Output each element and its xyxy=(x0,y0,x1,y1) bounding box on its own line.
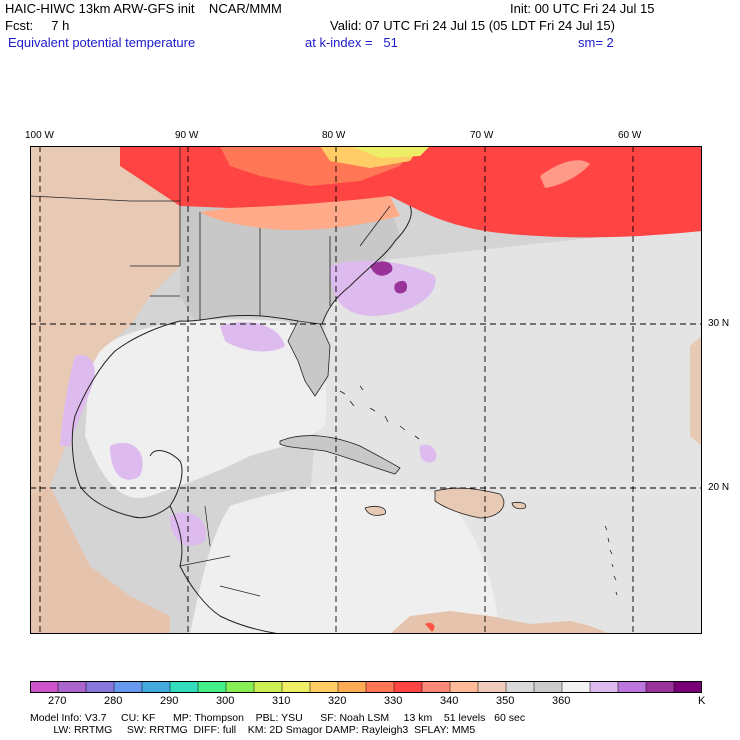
colorbar-swatch xyxy=(141,681,171,693)
colorbar-tick-label: 330 xyxy=(384,695,403,707)
land-florida xyxy=(287,320,331,397)
lon-label-60w: 60 W xyxy=(618,130,642,141)
land-jamaica xyxy=(364,506,386,516)
colorbar-swatch xyxy=(393,681,423,693)
model-title: HAIC-HIWC 13km ARW-GFS init NCAR/MMM xyxy=(5,1,282,16)
theta-e-map xyxy=(30,146,702,634)
caribbean-light-region xyxy=(190,483,500,634)
colorbar-swatch xyxy=(85,681,115,693)
colorbar-tick-label: 300 xyxy=(216,695,235,707)
valid-time: Valid: 07 UTC Fri 24 Jul 15 (05 LDT Fri … xyxy=(330,18,615,33)
dark-purple-patch-2 xyxy=(394,280,408,294)
lat-label-20n: 20 N xyxy=(708,482,730,493)
state-borders xyxy=(30,146,391,321)
lat-label-30n: 30 N xyxy=(708,318,730,329)
colorbar-swatch xyxy=(197,681,227,693)
colorbar-swatch xyxy=(113,681,143,693)
colorbar-swatch xyxy=(673,681,702,693)
purple-patch-gulf xyxy=(220,322,285,352)
colorbar-swatch xyxy=(589,681,619,693)
model-info-line2: LW: RRTMG SW: RRTMG DIFF: full KM: 2D Sm… xyxy=(30,724,476,736)
colorbar-swatch xyxy=(281,681,311,693)
colorbar-swatch xyxy=(645,681,675,693)
colorbar-swatch xyxy=(477,681,507,693)
gulf-coastline xyxy=(71,314,299,519)
bahamas-islands xyxy=(339,385,420,440)
colorbar-swatch xyxy=(57,681,87,693)
colorbar-tick-label: 350 xyxy=(496,695,515,707)
country-borders xyxy=(179,505,261,597)
colorbar-swatch xyxy=(449,681,479,693)
colorbar-swatch xyxy=(337,681,367,693)
colorbar-swatch xyxy=(225,681,255,693)
lesser-antilles xyxy=(604,525,618,596)
dark-purple-patch xyxy=(370,261,393,276)
forecast-hour: Fcst: 7 h xyxy=(5,18,70,33)
warm-core-bright xyxy=(350,146,430,158)
atlantic-coastline xyxy=(321,205,412,325)
warm-spot-south xyxy=(425,622,435,632)
colorbar-swatch xyxy=(309,681,339,693)
colorbar-frame xyxy=(30,681,702,693)
colorbar-tick-label: 280 xyxy=(104,695,123,707)
lon-label-70w: 70 W xyxy=(470,130,494,141)
land-south-america xyxy=(390,611,610,634)
lon-label-100w: 100 W xyxy=(25,130,54,141)
colorbar-tick-label: 310 xyxy=(272,695,291,707)
land-cuba xyxy=(279,435,401,475)
smoothing-value: sm= 2 xyxy=(578,35,614,50)
purple-patch-atlantic xyxy=(330,260,436,316)
colorbar-tick-label: 290 xyxy=(160,695,179,707)
land-puerto-rico xyxy=(511,501,527,510)
purple-patch-texas xyxy=(60,355,95,446)
colorbar-tick-label: 340 xyxy=(440,695,459,707)
colorbar-swatch xyxy=(505,681,535,693)
purple-patch-yucatan xyxy=(110,442,143,480)
lon-label-80w: 80 W xyxy=(322,130,346,141)
land-mexico xyxy=(30,486,170,634)
purple-patch-caribbean xyxy=(419,444,437,463)
colorbar-tick-label: 360 xyxy=(552,695,571,707)
central-america-coastline xyxy=(169,505,281,634)
colorbar-swatch xyxy=(421,681,451,693)
warm-streak xyxy=(540,160,590,188)
map-frame xyxy=(30,146,702,634)
level-index: at k-index = 51 xyxy=(305,35,398,50)
colorbar-swatch xyxy=(169,681,199,693)
init-time: Init: 00 UTC Fri 24 Jul 15 xyxy=(510,1,655,16)
colorbar-swatch xyxy=(365,681,395,693)
model-info-line1: Model Info: V3.7 CU: KF MP: Thompson PBL… xyxy=(30,712,526,724)
land-southeast-us xyxy=(180,206,400,336)
gulf-light-region xyxy=(85,319,327,498)
colorbar-unit: K xyxy=(698,695,706,707)
colorbar-swatch xyxy=(561,681,591,693)
colorbar-swatch xyxy=(253,681,283,693)
warm-band-transition xyxy=(200,196,400,231)
field-name: Equivalent potential temperature xyxy=(8,35,196,50)
colorbar-swatch xyxy=(30,681,59,693)
colorbar xyxy=(30,681,702,693)
graticule xyxy=(30,146,702,634)
colorbar-swatch xyxy=(617,681,647,693)
colorbar-swatch xyxy=(533,681,563,693)
colorbar-tick-label: 270 xyxy=(48,695,67,707)
tan-patch-east xyxy=(690,336,702,446)
colorbar-tick-label: 320 xyxy=(328,695,347,707)
lon-label-90w: 90 W xyxy=(175,130,199,141)
